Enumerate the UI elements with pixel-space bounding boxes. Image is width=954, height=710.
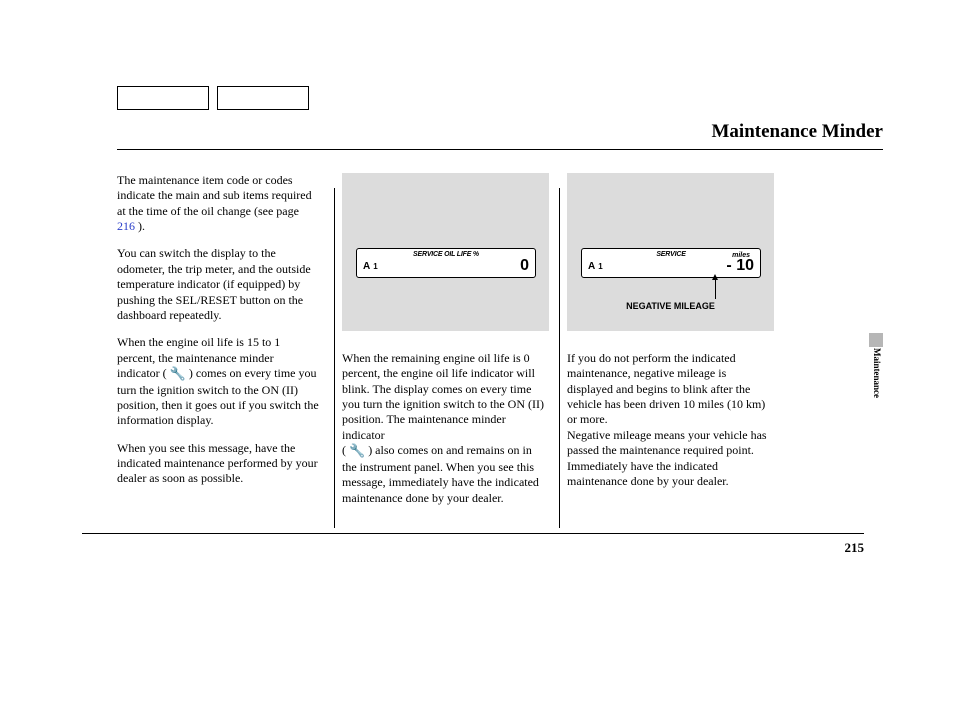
display-illustration-negative: SERVICE miles A1 - 10 NEGATIVE MILEAGE [567,173,774,331]
column-1: The maintenance item code or codes indic… [117,173,334,528]
page-header: Maintenance Minder [117,121,883,150]
col2-p1: When the remaining engine oil life is 0 … [342,351,544,506]
column-separator-1 [334,188,335,528]
column-separator-2 [559,188,560,528]
lcd-code-neg: A1 [588,261,603,274]
lcd-value-oil: 0 [520,256,529,276]
negative-mileage-label: NEGATIVE MILEAGE [567,301,774,313]
content-columns: The maintenance item code or codes indic… [117,173,784,528]
lcd-value-neg: - 10 [726,256,754,276]
col3-p2: Negative mileage means your vehicle has … [567,428,769,459]
col3-p1: If you do not perform the indicated main… [567,351,769,428]
top-nav-buttons [117,86,309,110]
lcd-label-oil: SERVICE OIL LIFE % [413,251,479,260]
lcd-display-oil: SERVICE OIL LIFE % A1 0 [356,248,536,278]
wrench-icon: 🔧 [349,443,365,460]
page-link-216[interactable]: 216 [117,219,135,233]
col1-p3: When the engine oil life is 15 to 1 perc… [117,335,319,428]
col1-p2: You can switch the display to the odomet… [117,246,319,323]
manual-page: Maintenance Minder The maintenance item … [0,0,954,710]
lcd-label-service: SERVICE [656,251,685,260]
column-3: SERVICE miles A1 - 10 NEGATIVE MILEAGE I… [567,173,784,528]
display-illustration-oil-life: SERVICE OIL LIFE % A1 0 [342,173,549,331]
lcd-display-neg: SERVICE miles A1 - 10 [581,248,761,278]
arrow-up-icon [715,279,716,299]
col1-p4: When you see this message, have the indi… [117,441,319,487]
column-2: SERVICE OIL LIFE % A1 0 When the remaini… [342,173,559,528]
wrench-icon: 🔧 [170,366,186,383]
col1-p1: The maintenance item code or codes indic… [117,173,319,234]
lcd-code-oil: A1 [363,261,378,274]
page-number: 215 [82,533,864,556]
section-tab [869,333,883,347]
page-title: Maintenance Minder [117,121,883,143]
nav-button-1[interactable] [117,86,209,110]
nav-button-2[interactable] [217,86,309,110]
section-label: Maintenance [872,348,882,398]
col3-p3: Immediately have the indicated maintenan… [567,459,769,490]
